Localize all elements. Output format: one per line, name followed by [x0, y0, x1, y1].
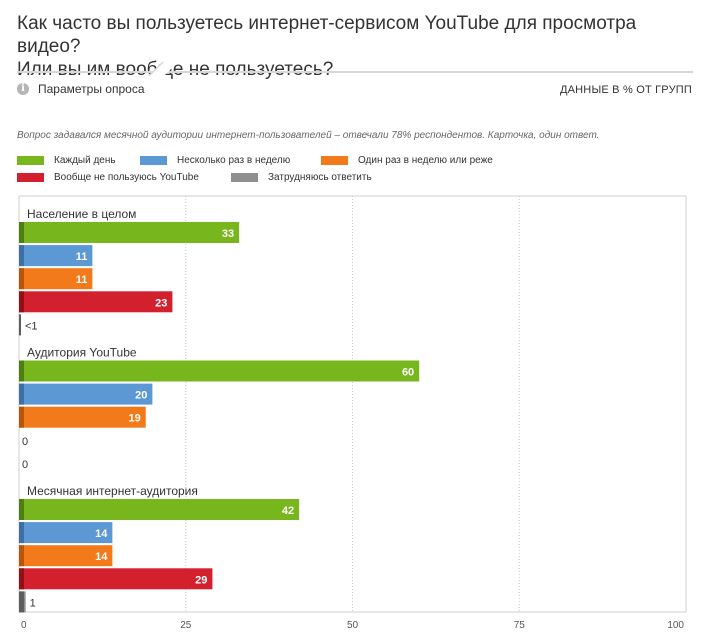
- x-tick-label: 75: [514, 620, 526, 631]
- bar-value-label: <1: [25, 320, 38, 332]
- bar-value-label: 60: [402, 367, 414, 379]
- survey-params-label: Параметры опроса: [38, 82, 145, 96]
- bar: [19, 245, 93, 267]
- bar-edge: [19, 245, 24, 267]
- legend-label: Несколько раз в неделю: [177, 155, 291, 166]
- bar-value-label: 23: [155, 297, 167, 309]
- data-units-note: ДАННЫЕ В % ОТ ГРУПП: [559, 84, 692, 96]
- bar: [19, 383, 153, 405]
- chart-title-line-2: Или вы им вообще не пользуетесь?: [17, 59, 334, 80]
- group-label: Население в целом: [27, 207, 136, 221]
- bar-value-label: 0: [22, 459, 28, 471]
- bar: [19, 568, 213, 590]
- legend-item-every-day: Каждый день: [17, 155, 140, 166]
- bar-value-label: 1: [30, 597, 36, 609]
- x-tick-label: 25: [180, 620, 192, 631]
- bar-edge: [19, 291, 24, 313]
- x-tick-label: 100: [667, 620, 684, 631]
- legend-label: Каждый день: [54, 155, 116, 166]
- bar: [19, 406, 146, 428]
- legend-label: Затрудняюсь ответить: [268, 172, 372, 183]
- bar-value-label: 11: [76, 274, 88, 286]
- bar-edge: [19, 222, 24, 243]
- legend-swatch: [17, 173, 44, 182]
- bar: [19, 291, 173, 313]
- bar-edge: [19, 568, 24, 590]
- bar: [19, 268, 93, 290]
- bar-value-label: 42: [282, 505, 294, 517]
- bar-edge: [19, 545, 24, 567]
- legend-item-never-use: Вообще не пользуюсь YouTube: [17, 172, 231, 183]
- header-divider: [17, 71, 693, 73]
- bar-value-label: 14: [95, 551, 108, 563]
- survey-params-toggle[interactable]: i Параметры опроса: [17, 82, 145, 96]
- legend-swatch: [321, 156, 348, 165]
- legend-label: Вообще не пользуюсь YouTube: [54, 172, 199, 183]
- bar: [19, 545, 113, 567]
- legend-label: Один раз в неделю или реже: [358, 155, 493, 166]
- bar-edge: [19, 406, 24, 428]
- bar-value-label: 11: [76, 251, 88, 263]
- chart-title-line-1: Как часто вы пользуетесь интернет-сервис…: [17, 13, 637, 57]
- info-icon: i: [17, 83, 29, 95]
- legend-item-once-week-or-less: Один раз в неделю или реже: [321, 155, 493, 166]
- chart-title: Как часто вы пользуетесь интернет-сервис…: [17, 12, 697, 81]
- legend-item-several-times-week: Несколько раз в неделю: [140, 155, 321, 166]
- group-label: Аудитория YouTube: [27, 346, 137, 360]
- bar: [19, 499, 300, 520]
- bar-edge: [19, 522, 24, 544]
- bar-value-label: 19: [128, 413, 140, 425]
- bar: [19, 222, 240, 243]
- legend: Каждый день Несколько раз в неделю Один …: [17, 152, 697, 186]
- bar-value-label: 20: [135, 390, 147, 402]
- legend-swatch: [17, 156, 44, 165]
- bar-value-label: 33: [222, 228, 234, 240]
- bar-edge: [19, 360, 24, 382]
- legend-row: Вообще не пользуюсь YouTube Затрудняюсь …: [17, 169, 697, 186]
- bar-value-label: 14: [95, 528, 108, 540]
- legend-row: Каждый день Несколько раз в неделю Один …: [17, 152, 697, 169]
- bar-edge: [19, 383, 24, 405]
- legend-item-hard-to-say: Затрудняюсь ответить: [231, 172, 372, 183]
- bar: [19, 522, 113, 544]
- bar-edge: [19, 268, 24, 290]
- bar-edge: [19, 591, 24, 613]
- question-note: Вопрос задавался месячной аудитории инте…: [17, 130, 600, 141]
- x-tick-label: 50: [347, 620, 359, 631]
- bar-edge: [19, 499, 24, 520]
- bar-value-label: 29: [195, 574, 207, 586]
- legend-swatch: [140, 156, 167, 165]
- legend-swatch: [231, 173, 258, 182]
- bar-edge: [19, 314, 22, 336]
- group-label: Месячная интернет-аудитория: [27, 484, 198, 498]
- x-tick-label: 0: [21, 620, 27, 631]
- bar: [19, 360, 420, 382]
- bar-value-label: 0: [22, 436, 28, 448]
